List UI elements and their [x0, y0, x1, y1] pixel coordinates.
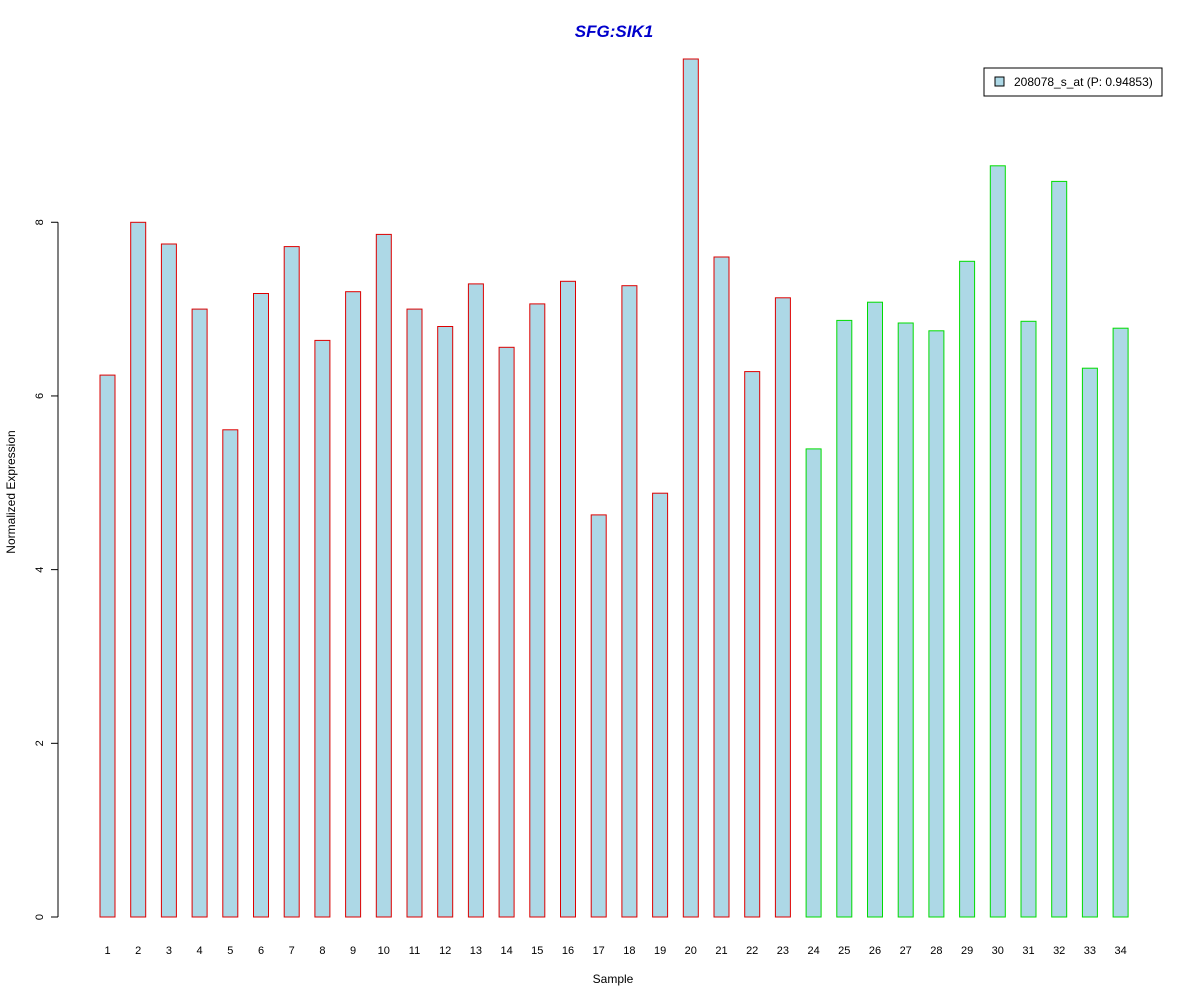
x-tick-label: 22	[746, 945, 758, 957]
bar	[498, 346, 515, 918]
bars	[99, 58, 1129, 918]
x-tick-label: 1	[104, 945, 110, 957]
x-tick-label: 13	[470, 945, 482, 957]
x-tick-label: 12	[439, 945, 451, 957]
bar	[1051, 180, 1068, 918]
bar	[867, 301, 883, 918]
bar	[1081, 367, 1098, 918]
x-tick-label: 25	[838, 945, 850, 957]
x-tick-label: 26	[869, 945, 881, 957]
chart-title: SFG:SIK1	[575, 22, 653, 41]
x-tick-label: 9	[350, 945, 356, 957]
x-tick-label: 6	[258, 945, 264, 957]
bar	[621, 285, 638, 918]
x-tick-label: 24	[807, 945, 819, 957]
x-tick-label: 27	[900, 945, 912, 957]
bar	[437, 326, 454, 918]
bar	[130, 221, 147, 918]
y-tick-label: 2	[34, 740, 46, 746]
bar	[529, 303, 546, 918]
legend-label: 208078_s_at (P: 0.94853)	[1014, 75, 1153, 89]
bar	[406, 308, 423, 918]
y-tick-label: 0	[34, 914, 46, 920]
x-tick-label: 10	[378, 945, 390, 957]
bar	[682, 58, 699, 918]
bar	[774, 297, 791, 918]
x-tick-label: 17	[593, 945, 605, 957]
x-tick-label: 20	[685, 945, 697, 957]
x-tick-label: 15	[531, 945, 543, 957]
y-tick-label: 8	[34, 219, 46, 225]
x-tick-label: 16	[562, 945, 574, 957]
y-tick-label: 4	[34, 567, 46, 573]
x-tick-label: 29	[961, 945, 973, 957]
x-tick-labels: 1 2 3 4 5 6 7 8 9 10 11 12 13 14 15 16 17 18 19 20 21 22 23 24 2…	[104, 945, 1126, 957]
bar	[375, 233, 392, 918]
bar	[345, 291, 362, 918]
bar	[253, 293, 269, 918]
legend: 208078_s_at (P: 0.94853)	[983, 67, 1163, 97]
x-tick-label: 21	[715, 945, 727, 957]
x-tick-label: 7	[289, 945, 295, 957]
bar	[836, 319, 853, 918]
bar	[713, 256, 730, 918]
x-tick-label: 34	[1114, 945, 1126, 957]
x-tick-label: 11	[409, 945, 420, 957]
x-tick-label: 33	[1084, 945, 1096, 957]
bar	[160, 243, 177, 918]
x-axis-title: Sample	[593, 972, 634, 986]
x-tick-label: 28	[930, 945, 942, 957]
x-tick-label: 32	[1053, 945, 1065, 957]
y-axis-title: Normalized Expression	[4, 430, 18, 553]
bar	[1020, 320, 1037, 918]
bar	[1112, 327, 1129, 918]
bar	[222, 429, 239, 918]
x-tick-label: 31	[1022, 945, 1034, 957]
x-tick-label: 2	[135, 945, 141, 957]
x-tick-label: 5	[227, 945, 233, 957]
bar	[652, 492, 669, 918]
bar	[805, 448, 822, 918]
bar	[467, 283, 484, 918]
x-tick-label: 30	[992, 945, 1004, 957]
x-tick-label: 23	[777, 945, 789, 957]
x-tick-label: 19	[654, 945, 666, 957]
bar	[989, 165, 1006, 918]
bar	[314, 339, 331, 918]
x-tick-label: 14	[500, 945, 512, 957]
bar	[590, 514, 607, 918]
x-tick-label: 4	[197, 945, 203, 957]
legend-box	[983, 67, 1163, 97]
bar	[897, 322, 914, 918]
x-tick-label: 3	[166, 945, 172, 957]
bar	[959, 260, 976, 918]
bar	[99, 374, 116, 918]
bar	[191, 308, 208, 918]
x-tick-label: 8	[319, 945, 325, 957]
bar	[283, 246, 300, 918]
y-axis: 0 2 4 6 8	[34, 219, 59, 920]
bar	[744, 371, 761, 918]
bar	[560, 280, 576, 918]
legend-swatch	[994, 76, 1005, 87]
bar	[928, 330, 945, 918]
x-tick-label: 18	[623, 945, 635, 957]
y-tick-label: 6	[34, 393, 46, 399]
